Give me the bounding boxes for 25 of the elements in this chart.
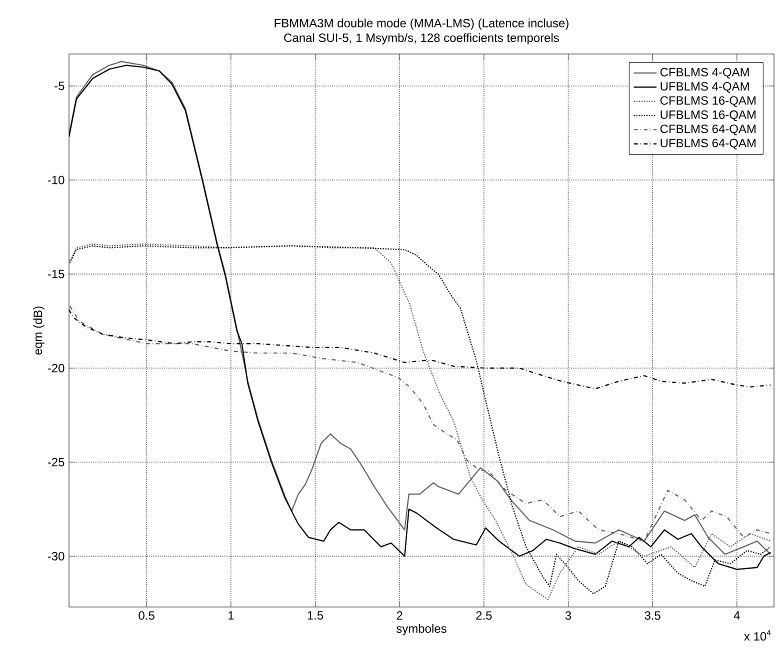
- x-tick-label: 3: [565, 611, 572, 620]
- y-tick-label: -30: [48, 552, 64, 560]
- x-tick-label: 4: [734, 611, 740, 620]
- y-tick-label: -5: [54, 82, 64, 90]
- x-tick-label: 1: [228, 611, 234, 620]
- legend-label: CFBLMS 4-QAM: [660, 68, 749, 79]
- legend-label: CFBLMS 64-QAM: [660, 124, 756, 136]
- legend-label: UFBLMS 16-QAM: [660, 110, 756, 122]
- text: x 10$^{4}$: [744, 630, 771, 641]
- x-tick-label: 2: [396, 611, 402, 620]
- x-tick-label: 1.5: [308, 611, 324, 620]
- legend-label: CFBLMS 16-QAM: [660, 96, 756, 107]
- chart-subtitle: Canal SUI-5, 1 Msymb/s, 128 coefficients temporels: [284, 33, 559, 44]
- x-axis-title: symboles: [396, 624, 446, 636]
- y-tick-label: -10: [48, 176, 64, 184]
- y-tick-label: -20: [48, 364, 64, 372]
- legend-label: UFBLMS 4-QAM: [660, 82, 749, 93]
- legend-label: UFBLMS 64-QAM: [660, 138, 756, 150]
- chart-title: FBMMA3M double mode (MMA-LMS) (Latence incluse): [274, 18, 568, 30]
- y-axis-title: eqm (dB): [33, 306, 44, 355]
- x-tick-label: 0.5: [138, 611, 154, 620]
- x-tick-label: 2.5: [476, 611, 492, 620]
- y-tick-label: -15: [48, 270, 64, 278]
- x-tick-label: 3.5: [644, 611, 660, 620]
- y-tick-label: -25: [48, 458, 64, 466]
